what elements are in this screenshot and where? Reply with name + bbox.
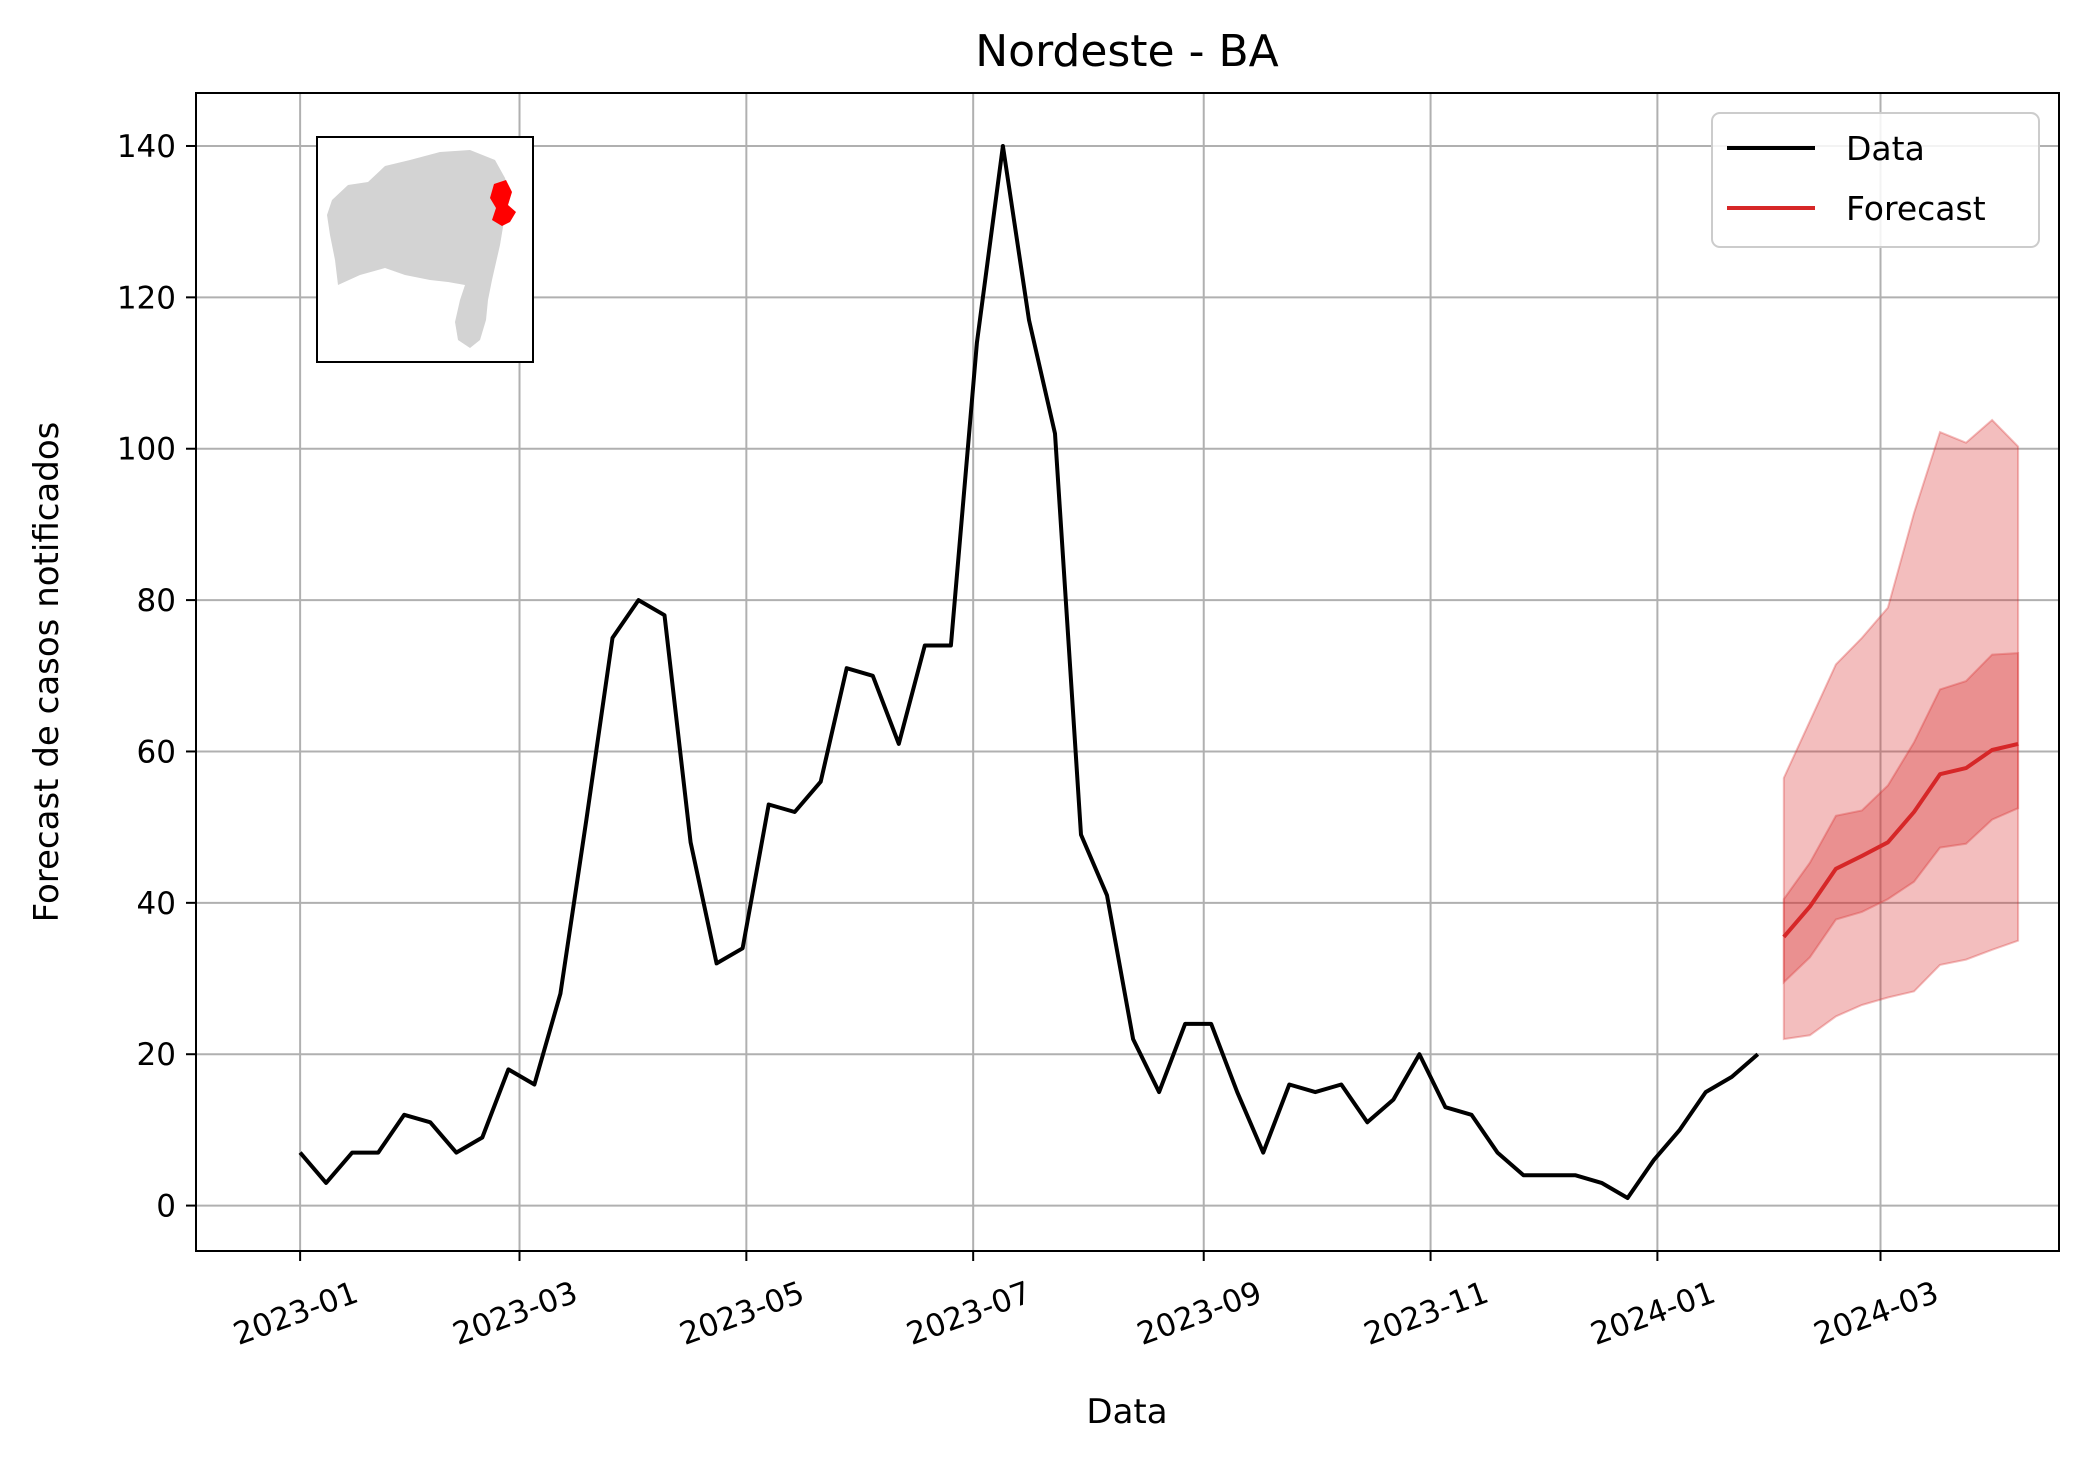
y-tick-label: 120 [117, 280, 176, 316]
x-tick-label: 2024-01 [1586, 1275, 1720, 1353]
legend: Data Forecast [1711, 112, 2040, 248]
grid-lines [196, 93, 2059, 1251]
x-tick-label: 2023-03 [448, 1275, 582, 1353]
forecast-band-outer [1782, 418, 2020, 1041]
y-axis-label: Forecast de casos notificados [27, 422, 67, 923]
x-axis-label: Data [1086, 1392, 1167, 1432]
plot-frame [195, 92, 2060, 1252]
y-tick-label: 140 [117, 129, 176, 165]
y-tick-label: 100 [117, 432, 176, 468]
y-axis-ticks: 0 20 40 60 80 100 120 140 [117, 129, 196, 1225]
bahia-state-shape [327, 150, 510, 348]
forecast-series-line [1782, 741, 2019, 939]
x-tick-label: 2023-05 [675, 1275, 809, 1353]
x-tick-label: 2024-03 [1809, 1275, 1943, 1353]
x-tick-label: 2023-11 [1359, 1275, 1493, 1353]
x-axis-ticks: 2023-01 2023-03 2023-05 2023-07 2023-09 2023-… [229, 1251, 1943, 1353]
x-tick-label: 2023-07 [902, 1275, 1036, 1353]
data-series-line [298, 144, 1760, 1200]
forecast-bands [1782, 418, 2020, 1041]
x-tick-label: 2023-09 [1132, 1275, 1266, 1353]
highlighted-region [490, 180, 516, 226]
y-tick-label: 0 [156, 1189, 176, 1225]
y-tick-label: 40 [137, 886, 176, 922]
legend-forecast-label: Forecast [1846, 189, 1986, 228]
series-lines [298, 144, 2019, 1200]
y-tick-label: 20 [137, 1037, 176, 1073]
legend-data-label: Data [1846, 129, 1925, 168]
y-tick-label: 80 [137, 583, 176, 619]
y-tick-label: 60 [137, 734, 176, 770]
x-tick-label: 2023-01 [229, 1275, 363, 1353]
forecast-band-inner [1782, 652, 2020, 985]
inset-map [316, 136, 534, 363]
chart-title: Nordeste - BA [975, 26, 1279, 77]
